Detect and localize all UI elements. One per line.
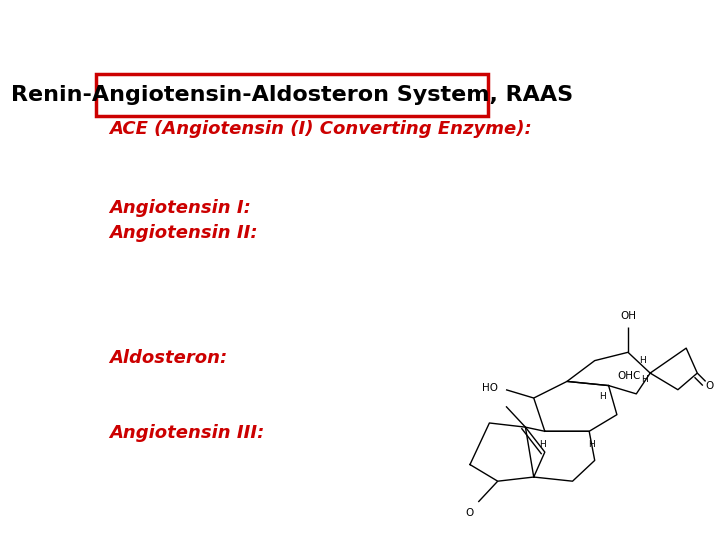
Text: O: O xyxy=(706,381,714,390)
Text: OHC: OHC xyxy=(617,372,640,381)
Text: OH: OH xyxy=(620,311,636,321)
FancyBboxPatch shape xyxy=(96,74,488,116)
Text: Angiotensin III:: Angiotensin III: xyxy=(109,424,265,442)
Text: H: H xyxy=(539,440,546,449)
Text: H: H xyxy=(588,440,595,449)
Text: Aldosteron:: Aldosteron: xyxy=(109,349,228,367)
Text: Angiotensin II:: Angiotensin II: xyxy=(109,224,258,242)
Text: O: O xyxy=(466,508,474,518)
Text: H: H xyxy=(639,356,646,365)
Text: Angiotensin I:: Angiotensin I: xyxy=(109,199,251,217)
Text: HO: HO xyxy=(482,383,498,393)
Text: H: H xyxy=(599,392,606,401)
Text: ACE (Angiotensin (I) Converting Enzyme):: ACE (Angiotensin (I) Converting Enzyme): xyxy=(109,120,532,138)
Text: Renin-Angiotensin-Aldosteron System, RAAS: Renin-Angiotensin-Aldosteron System, RAA… xyxy=(11,85,573,105)
Text: H: H xyxy=(641,375,647,384)
